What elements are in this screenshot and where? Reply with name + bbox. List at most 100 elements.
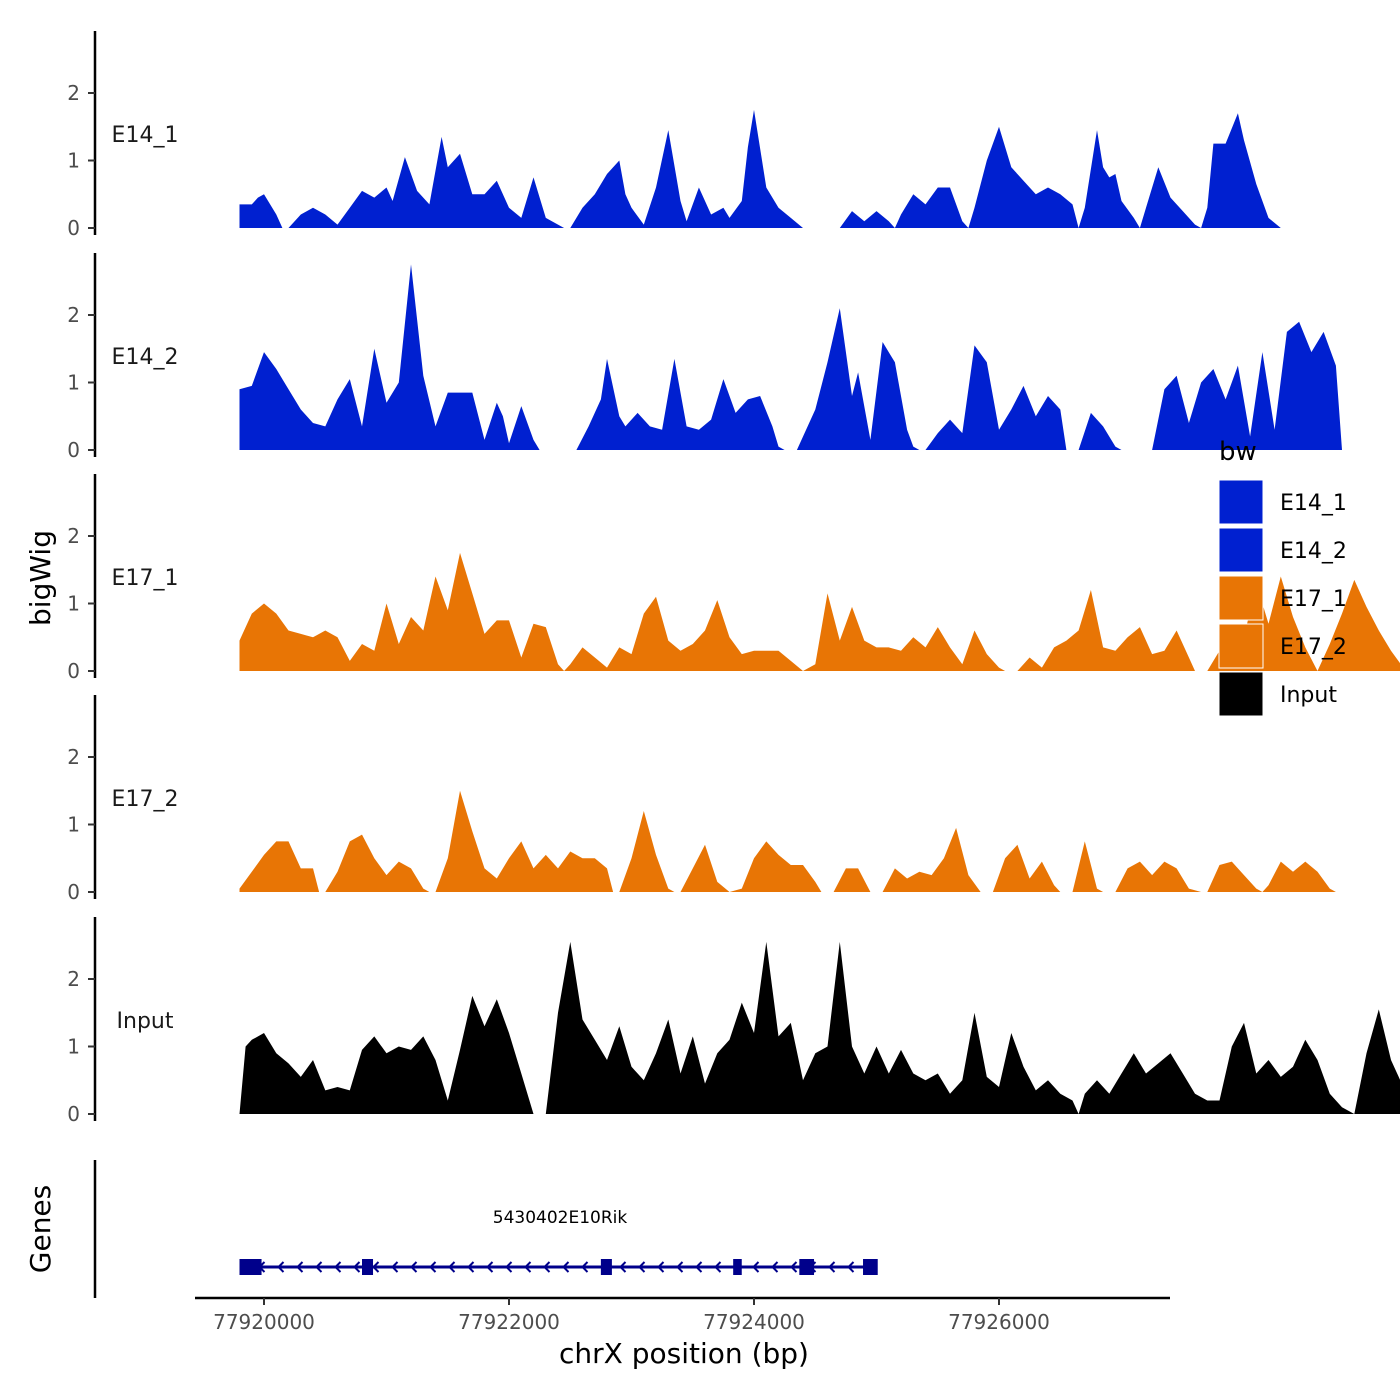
x-axis-title: chrX position (bp)	[559, 1337, 809, 1370]
strand-arrow	[524, 1261, 532, 1273]
strand-arrow	[467, 1261, 475, 1273]
strand-arrow	[581, 1261, 589, 1273]
strand-arrow	[828, 1261, 836, 1273]
gene-exon	[362, 1259, 374, 1275]
track-E14_1: 0 1 2 E14_1	[67, 31, 1281, 240]
y-tick-label: 2	[67, 524, 80, 548]
legend-title: bw	[1219, 437, 1257, 467]
strand-arrow	[695, 1261, 703, 1273]
legend-label: E17_2	[1280, 635, 1347, 660]
y-tick-label: 0	[67, 438, 80, 462]
gene-exon	[239, 1259, 262, 1275]
genes-panel-title: Genes	[24, 1185, 57, 1273]
y-tick-label: 2	[67, 81, 80, 105]
legend-swatch	[1218, 575, 1264, 621]
y-tick-label: 1	[67, 813, 80, 837]
strand-arrow	[657, 1261, 665, 1273]
y-tick-label: 1	[67, 149, 80, 173]
signal-area	[1078, 130, 1140, 228]
signal-area	[1139, 167, 1202, 228]
gene-exon	[863, 1259, 878, 1275]
strand-arrow	[543, 1261, 551, 1273]
track-E17_1: 0 1 2 E17_1	[67, 474, 1400, 683]
signal-area	[882, 827, 981, 892]
signal-area	[925, 345, 1067, 450]
signal-area	[1152, 321, 1342, 450]
strand-arrow	[486, 1261, 494, 1273]
signal-area	[992, 844, 1061, 892]
strand-arrow	[315, 1261, 323, 1273]
signal-area	[968, 126, 1079, 228]
strand-arrow	[277, 1261, 285, 1273]
y-tick-label: 0	[67, 1102, 80, 1126]
strand-arrow	[334, 1261, 342, 1273]
signal-area	[239, 552, 565, 671]
signal-area	[803, 593, 1006, 671]
signal-area	[239, 995, 534, 1114]
signal-area	[1078, 412, 1122, 450]
strand-arrow	[391, 1261, 399, 1273]
legend-swatch	[1218, 527, 1264, 573]
strand-arrow	[752, 1261, 760, 1273]
signal-area	[1201, 113, 1281, 228]
x-tick-label: 77920000	[213, 1310, 315, 1334]
strand-arrow	[429, 1261, 437, 1273]
track-label: E17_1	[112, 566, 179, 591]
signal-area	[288, 136, 565, 228]
signal-area	[729, 841, 822, 892]
signal-area	[619, 811, 675, 892]
strand-arrow	[448, 1261, 456, 1273]
signal-area	[894, 187, 969, 228]
y-tick-label: 0	[67, 659, 80, 683]
signal-area	[1317, 579, 1400, 671]
signal-area	[435, 790, 614, 892]
signal-area	[1262, 861, 1336, 892]
strand-arrow	[714, 1261, 722, 1273]
x-axis: 77920000 77922000 77924000 77926000	[195, 1296, 1170, 1334]
gene-exon	[733, 1259, 742, 1275]
strand-arrow	[638, 1261, 646, 1273]
y-tick-label: 2	[67, 745, 80, 769]
signal-area	[576, 358, 785, 450]
strand-arrow	[771, 1261, 779, 1273]
gene-exon	[600, 1259, 612, 1275]
y-tick-label: 0	[67, 216, 80, 240]
signal-area	[545, 941, 1079, 1114]
strand-arrow	[296, 1261, 304, 1273]
track-label: Input	[117, 1009, 174, 1034]
tracks-layer: 0 1 2 E14_1 0 1 2 E14_2 0 1 2 E17_1 0 1 2 E17_2 0 1 2 Input	[67, 31, 1400, 1126]
signal-area	[833, 868, 871, 892]
strand-arrow	[372, 1261, 380, 1273]
track-label: E17_2	[112, 787, 179, 812]
signal-area	[1072, 841, 1104, 892]
legend: bw E14_1 E14_2 E17_1 E17_2 Input	[1218, 437, 1347, 717]
y-axis-title: bigWig	[24, 530, 57, 626]
signal-area	[570, 109, 803, 228]
signal-area	[796, 308, 920, 450]
strand-arrow	[676, 1261, 684, 1273]
track-label: E14_1	[112, 123, 179, 148]
gene-exon	[799, 1259, 815, 1275]
track-Input: 0 1 2 Input	[67, 917, 1400, 1126]
track-E17_2: 0 1 2 E17_2	[67, 695, 1336, 904]
strand-arrow	[410, 1261, 418, 1273]
signal-area	[325, 834, 430, 892]
strand-arrow	[353, 1261, 361, 1273]
strand-arrow	[562, 1261, 570, 1273]
signal-area	[239, 194, 283, 228]
x-tick-label: 77926000	[948, 1310, 1050, 1334]
legend-swatch	[1218, 671, 1264, 717]
signal-area	[1207, 861, 1263, 892]
strand-arrow	[847, 1261, 855, 1273]
signal-area	[1078, 1022, 1355, 1114]
x-tick-label: 77922000	[458, 1310, 560, 1334]
y-tick-label: 2	[67, 303, 80, 327]
strand-arrow	[619, 1261, 627, 1273]
legend-swatch	[1218, 479, 1264, 525]
signal-area	[239, 841, 320, 892]
signal-area	[1354, 1009, 1400, 1114]
track-label: E14_2	[112, 345, 179, 370]
signal-area	[680, 844, 730, 892]
signal-area	[239, 264, 540, 450]
y-tick-label: 2	[67, 967, 80, 991]
